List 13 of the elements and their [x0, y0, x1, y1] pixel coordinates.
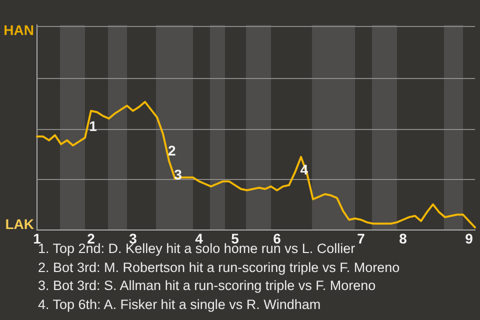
x-tick-label: 2 — [87, 230, 96, 246]
text: LAK — [5, 216, 34, 232]
text: 3. Bot 3rd: S. Allman hit a run-scoring triple vs F. Moreno — [38, 277, 377, 295]
text: 4. Top 6th: A. Fisker hit a single vs R. Windham — [38, 296, 322, 314]
annotation: 1 — [89, 118, 98, 134]
x-tick-label: 8 — [399, 230, 408, 246]
x-tick-label: 5 — [231, 230, 240, 246]
x-tick-label: 4 — [195, 230, 204, 246]
x-tick-label: 9 — [465, 230, 474, 246]
text: 2. Bot 3rd: M. Robertson hit a run-scoring triple vs F. Moreno — [38, 258, 400, 277]
x-tick-label: 7 — [357, 230, 366, 246]
annotation: 2 — [168, 142, 176, 159]
text: HAN — [4, 22, 34, 38]
